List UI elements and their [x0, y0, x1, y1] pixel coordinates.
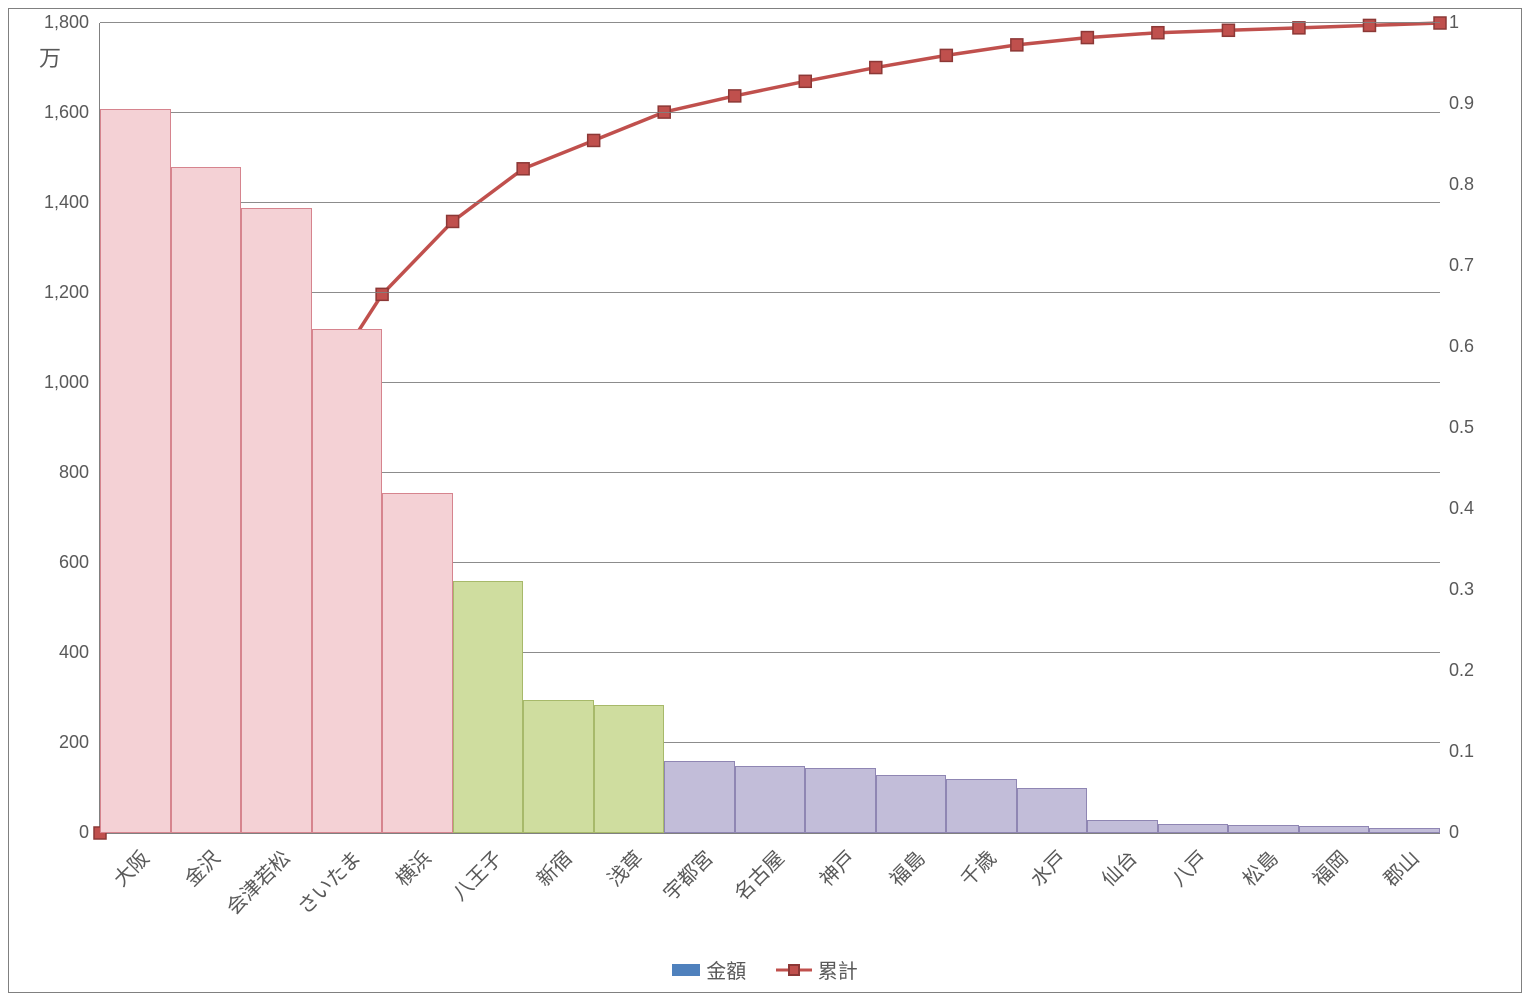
plot-area [99, 23, 1440, 834]
y2-tick-label: 1 [1449, 12, 1459, 33]
bar [1158, 824, 1229, 833]
bar [312, 329, 383, 833]
line-marker [940, 49, 952, 61]
y1-tick-label: 800 [9, 462, 89, 483]
bar [453, 581, 524, 833]
bar [805, 768, 876, 833]
bar [171, 167, 242, 833]
y2-tick-label: 0.9 [1449, 93, 1474, 114]
y1-tick-label: 1,200 [9, 282, 89, 303]
bar [1369, 828, 1440, 833]
grid-line [100, 112, 1440, 113]
bar [523, 700, 594, 833]
line-marker [870, 62, 882, 74]
bar [946, 779, 1017, 833]
line-marker [729, 90, 741, 102]
y1-tick-label: 600 [9, 552, 89, 573]
line-marker [376, 288, 388, 300]
line-marker [447, 215, 459, 227]
y2-tick-label: 0.5 [1449, 417, 1474, 438]
bar [1228, 825, 1299, 833]
bar [382, 493, 453, 833]
line-marker [588, 134, 600, 146]
y2-tick-label: 0.2 [1449, 660, 1474, 681]
y2-tick-label: 0.8 [1449, 174, 1474, 195]
line-marker [1222, 24, 1234, 36]
y1-tick-label: 1,600 [9, 102, 89, 123]
y2-tick-label: 0.3 [1449, 579, 1474, 600]
line-marker [1081, 32, 1093, 44]
grid-line [100, 202, 1440, 203]
y1-tick-label: 200 [9, 732, 89, 753]
y2-tick-label: 0.1 [1449, 741, 1474, 762]
bar [241, 208, 312, 834]
y1-tick-label: 0 [9, 822, 89, 843]
bar [735, 766, 806, 834]
y1-tick-label: 400 [9, 642, 89, 663]
bar [100, 109, 171, 834]
line-marker [799, 75, 811, 87]
y1-tick-label: 1,800 [9, 12, 89, 33]
line-marker [1293, 22, 1305, 34]
y1-unit-label: 万 [39, 41, 61, 73]
line-marker [1011, 39, 1023, 51]
y2-tick-label: 0.4 [1449, 498, 1474, 519]
bar [1299, 826, 1370, 833]
bar [876, 775, 947, 834]
grid-line [100, 22, 1440, 23]
bar [594, 705, 665, 833]
line-marker [517, 163, 529, 175]
y2-tick-label: 0.6 [1449, 336, 1474, 357]
y2-tick-label: 0 [1449, 822, 1459, 843]
bar [664, 761, 735, 833]
y2-tick-label: 0.7 [1449, 255, 1474, 276]
bar [1017, 788, 1088, 833]
bar [1087, 820, 1158, 834]
line-marker [1434, 17, 1446, 29]
y1-tick-label: 1,400 [9, 192, 89, 213]
line-marker [1152, 27, 1164, 39]
y1-tick-label: 1,000 [9, 372, 89, 393]
chart-frame: 万 金額 累計 02004006008001,0001,2001,4001,60… [8, 8, 1522, 993]
